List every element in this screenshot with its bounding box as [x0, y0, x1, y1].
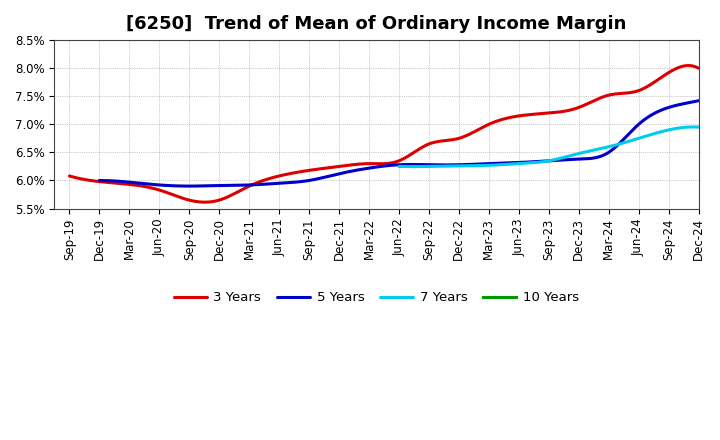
7 Years: [694, 125, 703, 130]
5 Years: [454, 162, 462, 167]
3 Years: [598, 95, 606, 100]
3 Years: [452, 136, 461, 142]
5 Years: [602, 151, 611, 156]
7 Years: [409, 164, 418, 169]
3 Years: [440, 138, 449, 143]
7 Years: [648, 132, 657, 137]
5 Years: [640, 117, 649, 122]
Title: [6250]  Trend of Mean of Ordinary Income Margin: [6250] Trend of Mean of Ordinary Income …: [126, 15, 626, 33]
3 Years: [694, 66, 703, 71]
5 Years: [451, 162, 460, 168]
3 Years: [441, 138, 450, 143]
Line: 7 Years: 7 Years: [399, 127, 698, 167]
7 Years: [689, 125, 698, 130]
Line: 3 Years: 3 Years: [69, 66, 698, 202]
5 Years: [97, 178, 106, 183]
7 Years: [574, 151, 582, 156]
7 Years: [667, 127, 676, 132]
7 Years: [573, 151, 582, 157]
7 Years: [395, 164, 404, 169]
3 Years: [637, 87, 646, 92]
3 Years: [65, 173, 73, 179]
3 Years: [684, 63, 693, 68]
5 Years: [464, 162, 472, 167]
5 Years: [95, 178, 104, 183]
Legend: 3 Years, 5 Years, 7 Years, 10 Years: 3 Years, 5 Years, 7 Years, 10 Years: [168, 286, 585, 309]
3 Years: [199, 199, 208, 205]
Line: 5 Years: 5 Years: [99, 101, 698, 186]
5 Years: [694, 98, 703, 103]
7 Years: [395, 164, 403, 169]
7 Years: [579, 150, 588, 155]
3 Years: [67, 174, 76, 179]
5 Years: [185, 183, 194, 189]
